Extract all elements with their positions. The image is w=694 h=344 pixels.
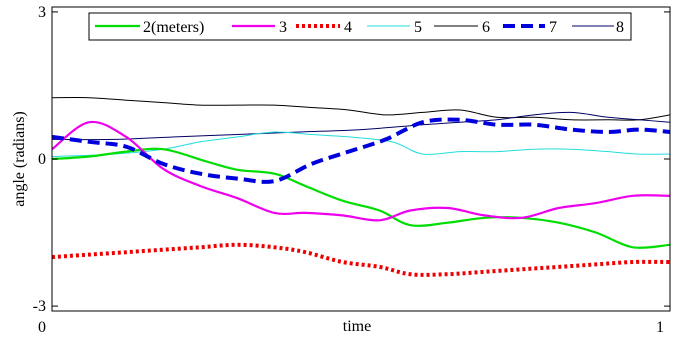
y-tick-label: 3	[38, 4, 46, 21]
y-tick-label: 0	[38, 151, 46, 168]
series-line-6	[51, 117, 671, 184]
legend: 2(meters) 3 4 5 6 7 8	[88, 12, 632, 41]
x-axis-title: time	[343, 318, 371, 335]
series-line-3	[51, 242, 671, 277]
series-line-7	[51, 111, 671, 141]
legend-label-2: 3	[279, 19, 287, 36]
series-line-4	[51, 131, 671, 157]
y-tick-label: -3	[33, 298, 46, 315]
legend-label-3: 4	[344, 19, 352, 36]
legend-label-5: 6	[482, 19, 490, 36]
y-axis-title: angle (radians)	[11, 111, 28, 207]
x-tick-label: 0	[38, 319, 46, 336]
legend-label-7: 8	[616, 19, 624, 36]
legend-label-4: 5	[414, 19, 422, 36]
series-line-2	[51, 120, 671, 222]
axis-ticks: 3 0 -3 0 1	[33, 4, 670, 336]
plot-lines	[51, 97, 671, 277]
legend-label-1: 2(meters)	[143, 19, 204, 36]
x-tick-label: 1	[656, 319, 664, 336]
series-line-1	[51, 147, 671, 249]
series-line-5	[51, 97, 671, 121]
legend-label-6: 7	[549, 19, 557, 36]
